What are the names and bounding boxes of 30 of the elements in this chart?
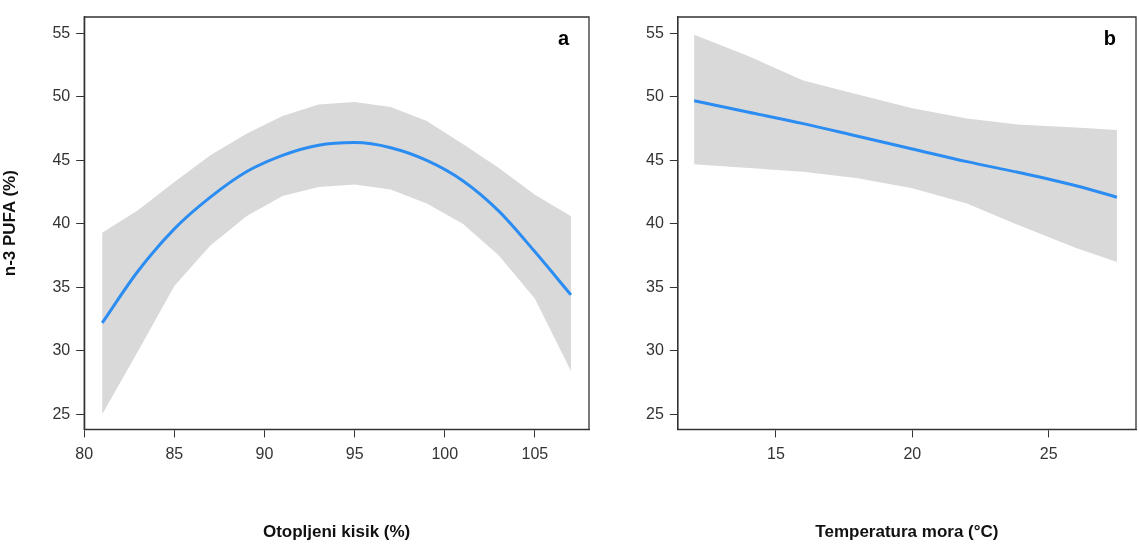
line-series [100, 141, 573, 325]
y-axis-title: n-3 PUFA (%) [0, 170, 19, 277]
x-tick-label: 15 [767, 445, 785, 463]
y-tick-label: 30 [52, 341, 71, 359]
y-tick-label: 25 [52, 404, 71, 422]
x-tick-label: 95 [345, 445, 364, 463]
x-axis-title: Temperatura mora (°C) [815, 522, 999, 542]
y-tick-label: 35 [52, 277, 71, 295]
x-tick-label: 105 [521, 445, 549, 463]
x-tick-label: 100 [431, 445, 459, 463]
y-tick-label: 55 [52, 23, 71, 41]
y-tick-label: 45 [646, 150, 664, 168]
y-tick-label: 50 [646, 87, 664, 105]
y-tick-label: 45 [52, 150, 71, 168]
x-tick-label: 20 [903, 445, 922, 463]
line-series [692, 99, 1119, 199]
y-tick-label: 35 [646, 277, 664, 295]
y-tick-label: 40 [52, 214, 71, 232]
y-tick-label: 25 [646, 404, 664, 422]
x-tick-label: 90 [255, 445, 274, 463]
y-tick-label: 30 [646, 341, 664, 359]
y-tick-label: 55 [646, 23, 664, 41]
y-tick-label: 50 [52, 87, 71, 105]
x-tick-label: 80 [75, 445, 94, 463]
y-tick-label: 40 [646, 214, 664, 232]
x-tick-label: 85 [165, 445, 184, 463]
x-tick-label: 25 [1039, 445, 1058, 463]
annotation: a [557, 26, 570, 49]
x-axis-title: Otopljeni kisik (%) [262, 522, 411, 542]
annotation: b [1103, 26, 1116, 49]
